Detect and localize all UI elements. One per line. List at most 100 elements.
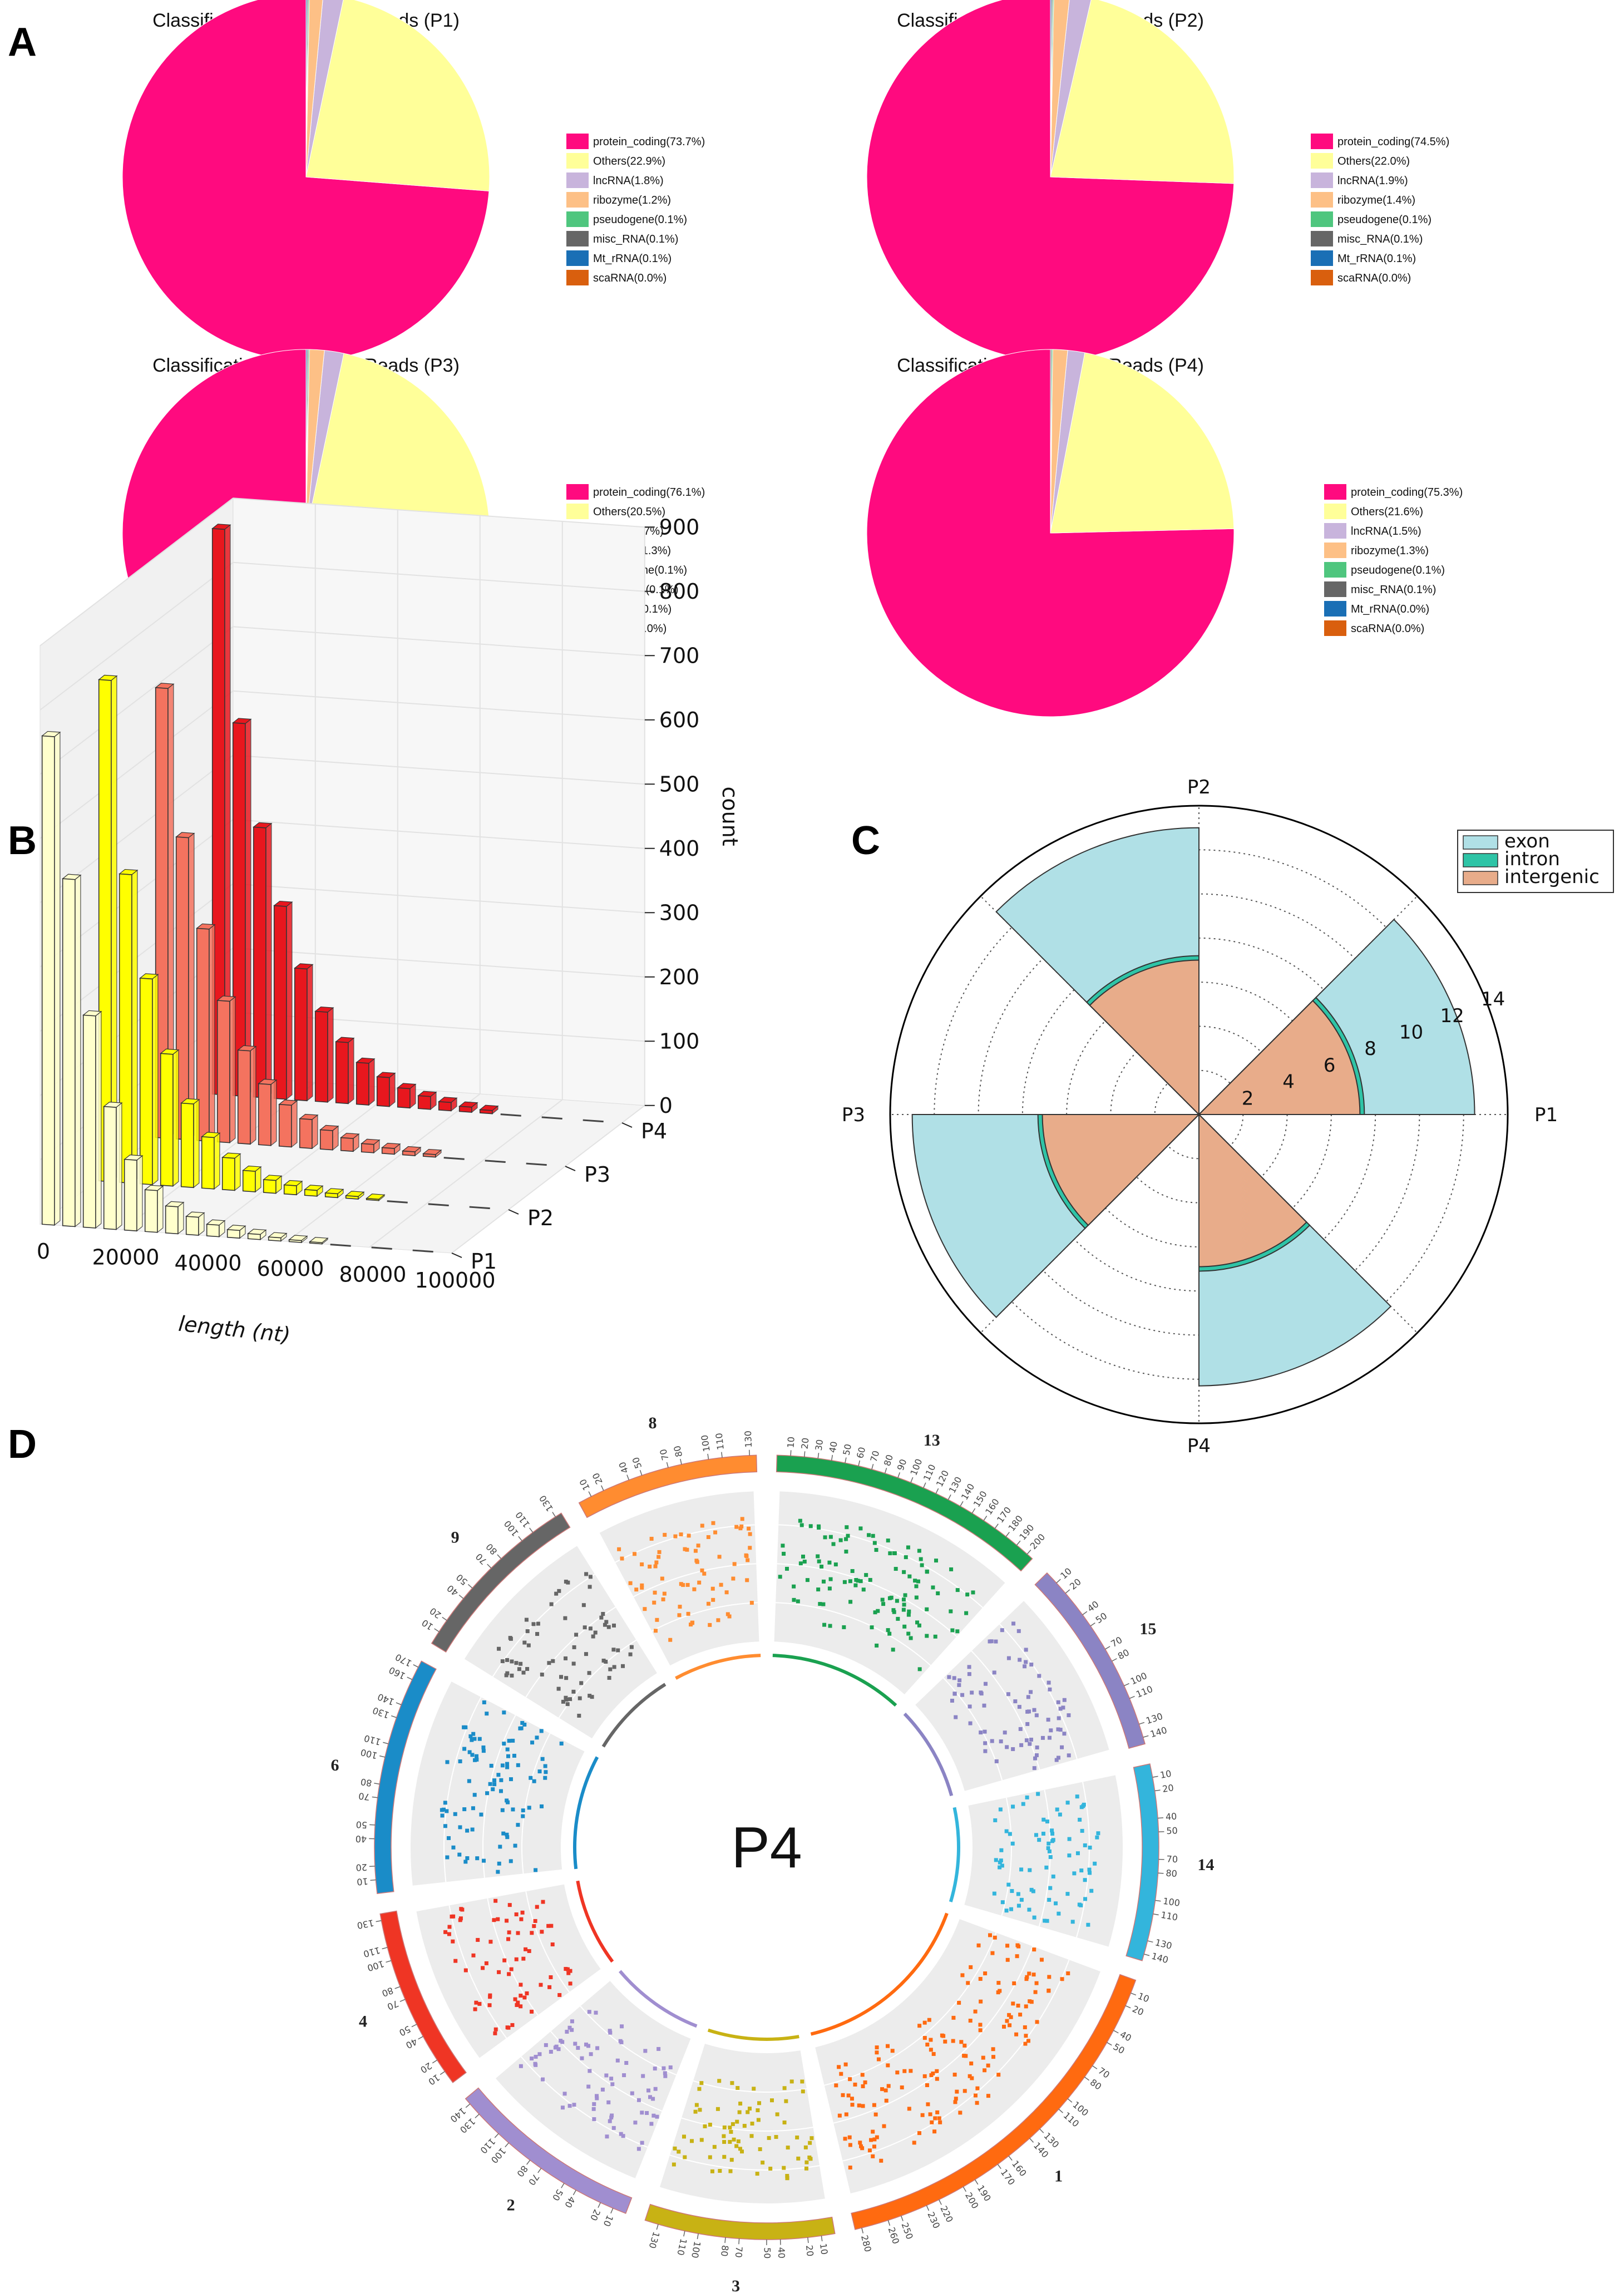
scatter-point: [1066, 1971, 1070, 1975]
scatter-point: [742, 2124, 747, 2128]
scatter-point: [636, 2098, 641, 2102]
scatter-point: [574, 1633, 579, 1637]
scatter-point: [986, 2094, 990, 2098]
scatter-point: [885, 2044, 890, 2048]
bar-tail: [500, 1113, 521, 1117]
scatter-point: [588, 1694, 592, 1698]
chromosome-label: 1: [1054, 2167, 1063, 2186]
scatter-point: [522, 1722, 527, 1727]
legend-label: Others(22.9%): [593, 155, 665, 167]
scatter-point: [599, 1615, 604, 1620]
scatter-point: [913, 1579, 917, 1583]
chromosome-1: 1020405070801001101301401601701902002202…: [810, 1912, 1151, 2253]
scatter-point: [1029, 1663, 1034, 1667]
tick-label: 10: [420, 1618, 435, 1633]
scatter-point: [928, 2112, 932, 2117]
pie-slice: [1050, 0, 1052, 177]
scatter-point: [512, 1753, 516, 1758]
tick-label: 50: [841, 1443, 853, 1456]
scatter-point: [1011, 1621, 1016, 1626]
bar-side: [75, 874, 81, 1227]
chromosome-label: 14: [1197, 1856, 1214, 1874]
scatter-point: [799, 1523, 804, 1527]
scatter-point: [511, 1738, 515, 1743]
scatter-point: [853, 2082, 857, 2087]
scatter-point: [534, 2054, 538, 2059]
scatter-point: [823, 1535, 827, 1540]
scatter-point: [499, 1778, 504, 1782]
tick-label: 50: [397, 2024, 412, 2038]
tick-label: 20: [1131, 2004, 1145, 2018]
scatter-point: [482, 1700, 486, 1705]
scatter-point: [1078, 1817, 1082, 1822]
tick-label: 110: [1134, 1684, 1154, 1700]
inner-arc: [601, 1683, 667, 1748]
scatter-point: [853, 1583, 858, 1587]
scatter-point: [565, 2029, 569, 2034]
scatter-point: [992, 1670, 996, 1675]
scatter-point: [929, 2073, 934, 2077]
scatter-point: [471, 1732, 476, 1736]
scatter-point: [722, 2134, 726, 2138]
scatter-point: [1024, 1648, 1028, 1652]
legend-label: scaRNA(0.0%): [1337, 272, 1411, 284]
bar: [376, 1076, 390, 1107]
scatter-point: [1045, 1919, 1049, 1923]
scatter-point: [949, 1567, 954, 1571]
scatter-point: [931, 2052, 936, 2056]
scatter-point: [568, 1969, 572, 1973]
scatter-point: [725, 1612, 730, 1616]
scatter-point: [570, 2028, 574, 2032]
tick-label: 260: [886, 2226, 902, 2245]
scatter-point: [1024, 2004, 1028, 2009]
category-label: P3: [842, 1104, 865, 1126]
scatter-point: [622, 2073, 626, 2078]
scatter-point: [953, 2100, 957, 2104]
scatter-point: [722, 2140, 727, 2144]
radial-tick-label: 6: [1324, 1054, 1336, 1077]
scatter-point: [850, 2097, 854, 2101]
scatter-point: [493, 1898, 498, 1903]
legend-label: misc_RNA(0.1%): [593, 233, 678, 245]
bar-side: [265, 822, 272, 1099]
scatter-point: [925, 1634, 929, 1638]
scatter-point: [886, 1628, 890, 1633]
scatter-point: [1037, 1838, 1041, 1842]
tick-label: 160: [387, 1665, 407, 1681]
scatter-point: [511, 1807, 515, 1812]
tick-label: 130: [371, 1705, 391, 1720]
tick-label: 10: [1136, 1990, 1151, 2004]
scatter-point: [1032, 1708, 1036, 1712]
scatter-point: [1011, 2001, 1015, 2006]
scatter-point: [496, 1870, 500, 1874]
scatter-point: [979, 1690, 983, 1695]
scatter-point: [969, 1965, 973, 1969]
scatter-point: [719, 1582, 723, 1587]
track-background: [815, 1919, 1100, 2193]
scatter-point: [579, 1681, 584, 1685]
tick-label: 20: [1162, 1782, 1174, 1794]
scatter-point: [520, 1720, 525, 1725]
scatter-point: [1029, 1737, 1033, 1742]
tick-label: 40: [1165, 1811, 1177, 1822]
track-background: [915, 1601, 1109, 1791]
scatter-point: [983, 2068, 987, 2073]
scatter-point: [1075, 1794, 1079, 1799]
scatter-point: [933, 2116, 937, 2121]
scatter-point: [922, 2074, 927, 2078]
ideogram-band: [776, 1454, 1033, 1572]
scatter-point: [677, 2149, 681, 2154]
legend-swatch: [1311, 192, 1333, 208]
bar: [345, 1195, 359, 1200]
scatter-point: [906, 1545, 910, 1550]
ideogram-band: [374, 1660, 437, 1894]
bar: [273, 905, 287, 1100]
scatter-point: [736, 2139, 741, 2143]
scatter-point: [571, 1689, 576, 1694]
scatter-point: [782, 2121, 787, 2125]
scatter-point: [970, 2076, 974, 2080]
scatter-point: [1018, 2013, 1023, 2017]
legend-swatch: [566, 250, 589, 266]
inner-arc: [903, 1712, 954, 1797]
